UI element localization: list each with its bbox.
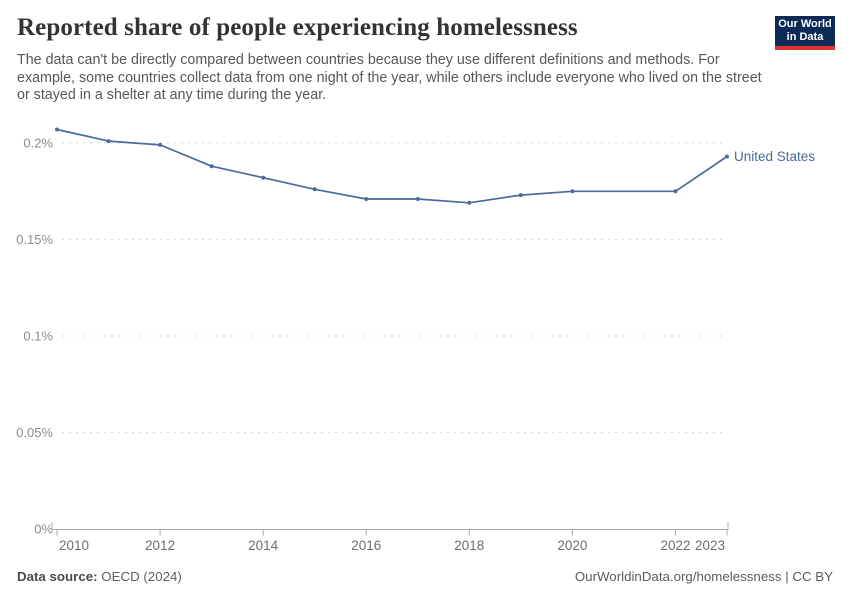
- data-point-2022[interactable]: [673, 189, 678, 194]
- x-tick-label-2012: 2012: [145, 538, 175, 553]
- data-point-2017[interactable]: [415, 197, 420, 201]
- data-point-2016[interactable]: [364, 197, 369, 201]
- owid-logo[interactable]: Our World in Data: [775, 16, 835, 50]
- chart-subtitle: The data can't be directly compared betw…: [17, 52, 762, 103]
- x-tick-label-2016: 2016: [351, 538, 381, 553]
- data-point-2011[interactable]: [106, 139, 111, 144]
- data-source: Data source: OECD (2024): [17, 569, 182, 584]
- data-point-2014[interactable]: [261, 175, 266, 180]
- data-point-2020[interactable]: [570, 189, 575, 194]
- chart-title: Reported share of people experiencing ho…: [17, 14, 578, 41]
- data-source-value: OECD (2024): [101, 569, 182, 584]
- data-point-2018[interactable]: [467, 200, 472, 205]
- data-point-2015[interactable]: [312, 187, 317, 192]
- x-tick-label-2022: 2022: [660, 538, 690, 553]
- x-tick-label-2023: 2023: [695, 538, 725, 553]
- data-point-2023[interactable]: [725, 154, 729, 159]
- x-tick-label-2010: 2010: [59, 538, 89, 553]
- y-tick-label-0.05%: 0.05%: [16, 425, 53, 440]
- x-tick-label-2018: 2018: [454, 538, 484, 553]
- y-tick-label-0.1%: 0.1%: [23, 329, 53, 344]
- y-tick-label-0%: 0%: [34, 522, 53, 537]
- data-point-2010[interactable]: [55, 127, 59, 132]
- data-point-2013[interactable]: [209, 164, 214, 169]
- footer-link[interactable]: OurWorldinData.org/homelessness | CC BY: [574, 569, 833, 584]
- data-point-2019[interactable]: [518, 193, 523, 198]
- x-tick-label-2014: 2014: [248, 538, 279, 553]
- owid-logo-line2: in Data: [786, 31, 824, 43]
- data-source-label: Data source:: [17, 569, 98, 584]
- y-tick-label-0.2%: 0.2%: [23, 136, 53, 151]
- owid-logo-line1: Our World: [778, 18, 832, 30]
- x-tick-label-2020: 2020: [557, 538, 587, 553]
- x-axis-line: [51, 522, 729, 530]
- series-line-united-states[interactable]: [56, 128, 728, 204]
- series-end-label-united-states[interactable]: United States: [734, 149, 815, 164]
- y-tick-label-0.15%: 0.15%: [16, 232, 53, 247]
- data-point-2012[interactable]: [158, 142, 163, 147]
